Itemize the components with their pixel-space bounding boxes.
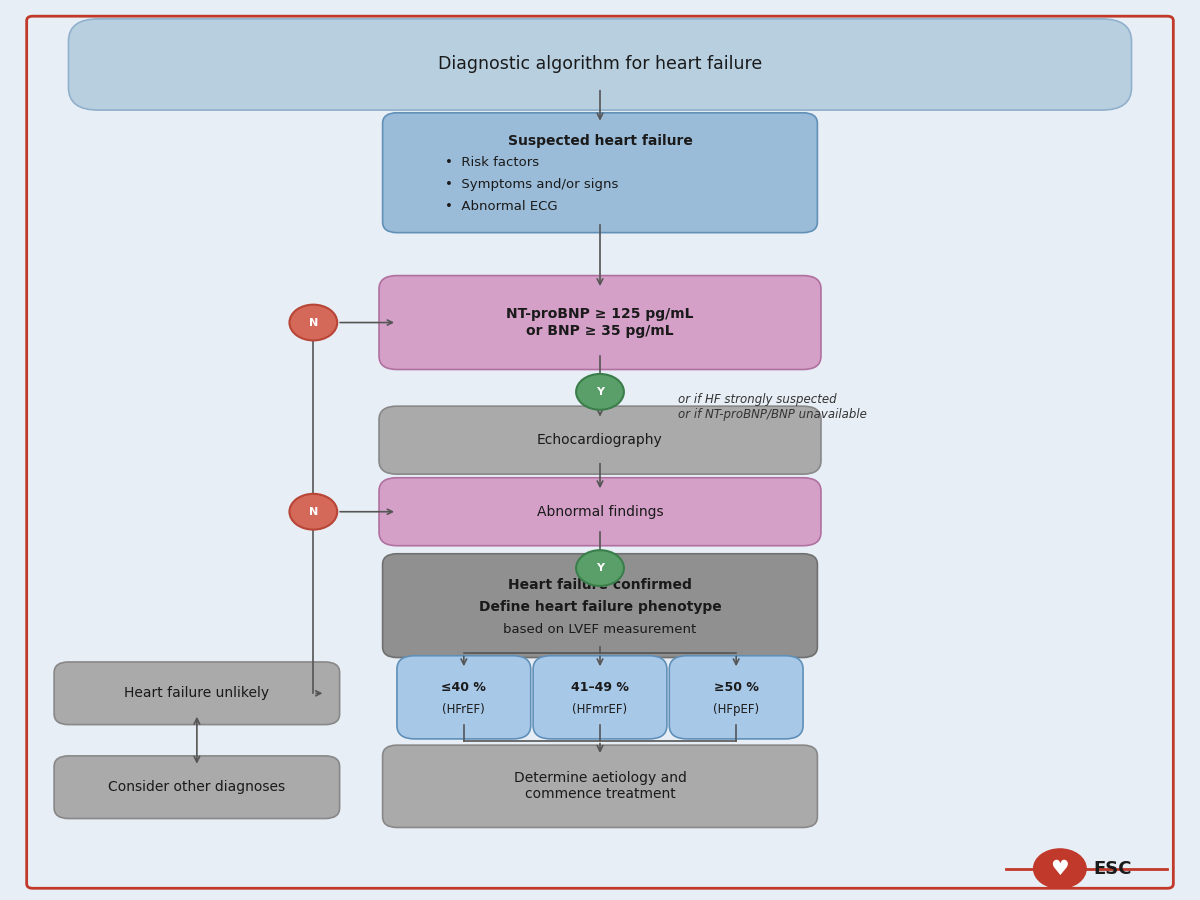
FancyBboxPatch shape [54, 756, 340, 818]
Text: Y: Y [596, 563, 604, 573]
FancyBboxPatch shape [379, 275, 821, 370]
FancyBboxPatch shape [383, 112, 817, 232]
Text: Determine aetiology and
commence treatment: Determine aetiology and commence treatme… [514, 771, 686, 801]
FancyBboxPatch shape [26, 16, 1174, 888]
Text: ≤40 %: ≤40 % [442, 680, 486, 694]
Text: (HFpEF): (HFpEF) [713, 703, 760, 716]
FancyBboxPatch shape [383, 745, 817, 827]
Text: based on LVEF measurement: based on LVEF measurement [503, 623, 697, 636]
Circle shape [576, 374, 624, 410]
FancyBboxPatch shape [397, 656, 530, 739]
FancyBboxPatch shape [670, 656, 803, 739]
Text: •  Symptoms and/or signs: • Symptoms and/or signs [445, 178, 618, 191]
Text: Heart failure confirmed: Heart failure confirmed [508, 578, 692, 592]
Text: Abnormal findings: Abnormal findings [536, 505, 664, 518]
Text: •  Abnormal ECG: • Abnormal ECG [445, 200, 557, 212]
Text: ESC: ESC [1093, 860, 1132, 878]
Text: Suspected heart failure: Suspected heart failure [508, 134, 692, 148]
Text: 41–49 %: 41–49 % [571, 680, 629, 694]
FancyBboxPatch shape [379, 406, 821, 474]
FancyBboxPatch shape [379, 478, 821, 545]
Text: •  Risk factors: • Risk factors [445, 157, 539, 169]
Text: Echocardiography: Echocardiography [538, 433, 662, 447]
Text: N: N [308, 318, 318, 328]
Text: Heart failure unlikely: Heart failure unlikely [125, 687, 270, 700]
Text: or if HF strongly suspected
or if NT-proBNP/BNP unavailable: or if HF strongly suspected or if NT-pro… [678, 393, 866, 421]
Text: Y: Y [596, 387, 604, 397]
Circle shape [576, 550, 624, 586]
Text: (HFrEF): (HFrEF) [443, 703, 485, 716]
Text: ≥50 %: ≥50 % [714, 680, 758, 694]
FancyBboxPatch shape [383, 554, 817, 658]
FancyBboxPatch shape [68, 19, 1132, 110]
FancyBboxPatch shape [533, 656, 667, 739]
Text: Define heart failure phenotype: Define heart failure phenotype [479, 600, 721, 615]
Circle shape [289, 494, 337, 529]
Text: Diagnostic algorithm for heart failure: Diagnostic algorithm for heart failure [438, 56, 762, 74]
Circle shape [1033, 849, 1086, 888]
Text: NT-proBNP ≥ 125 pg/mL
or BNP ≥ 35 pg/mL: NT-proBNP ≥ 125 pg/mL or BNP ≥ 35 pg/mL [506, 308, 694, 338]
FancyBboxPatch shape [54, 662, 340, 724]
Text: Consider other diagnoses: Consider other diagnoses [108, 780, 286, 794]
Circle shape [289, 305, 337, 340]
Text: (HFmrEF): (HFmrEF) [572, 703, 628, 716]
Text: ♥: ♥ [1050, 859, 1069, 878]
Text: N: N [308, 507, 318, 517]
